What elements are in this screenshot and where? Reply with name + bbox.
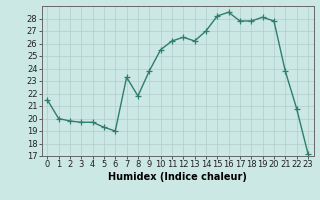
X-axis label: Humidex (Indice chaleur): Humidex (Indice chaleur) [108,172,247,182]
